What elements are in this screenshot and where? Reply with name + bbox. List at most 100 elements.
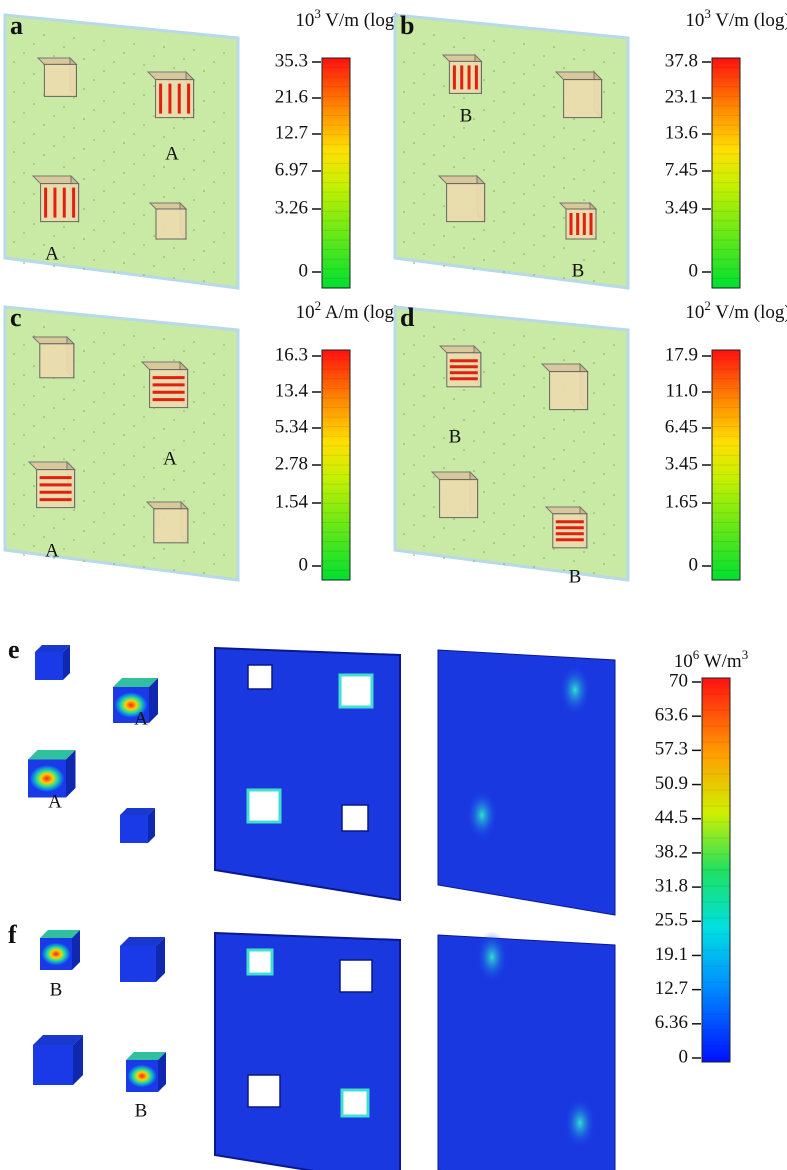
field-dot xyxy=(463,157,465,159)
field-dot xyxy=(103,220,105,222)
field-dot xyxy=(523,515,525,517)
field-dot xyxy=(33,103,35,105)
cube-face xyxy=(439,479,479,519)
field-dot xyxy=(93,341,95,343)
cube-label: A xyxy=(134,708,148,729)
field-dot xyxy=(403,31,405,33)
field-dot xyxy=(523,395,525,397)
field-dot xyxy=(163,166,165,168)
field-dot xyxy=(213,473,215,475)
field-dot xyxy=(143,536,145,538)
field-dot xyxy=(83,410,85,412)
field-dot xyxy=(403,473,405,475)
field-dot xyxy=(413,262,415,264)
field-dot xyxy=(533,214,535,216)
field-dot xyxy=(143,446,145,448)
field-dot xyxy=(573,410,575,412)
field-dot xyxy=(463,127,465,129)
field-dot xyxy=(473,410,475,412)
field-dot xyxy=(483,341,485,343)
field-dot xyxy=(423,133,425,135)
field-dot xyxy=(493,362,495,364)
field-dot xyxy=(503,121,505,123)
field-dot xyxy=(213,383,215,385)
field-dot xyxy=(503,473,505,475)
field-dot xyxy=(403,413,405,415)
field-dot xyxy=(203,70,205,72)
field-dot xyxy=(13,61,15,63)
field-dot xyxy=(523,455,525,457)
field-dot xyxy=(503,241,505,243)
field-dot xyxy=(33,515,35,517)
field-dot xyxy=(543,527,545,529)
colorbar-tick-label: 1.54 xyxy=(275,491,309,512)
field-dot xyxy=(503,353,505,355)
field-dot xyxy=(433,536,435,538)
field-dot xyxy=(463,449,465,451)
field-dot xyxy=(23,434,25,436)
field-dot xyxy=(93,259,95,261)
field-dot xyxy=(83,380,85,382)
field-dot xyxy=(53,145,55,147)
field-dot xyxy=(573,440,575,442)
field-dot xyxy=(213,563,215,565)
field-dot xyxy=(173,277,175,279)
field-dot xyxy=(223,82,225,84)
field-dot xyxy=(563,157,565,159)
field-dot xyxy=(43,244,45,246)
colorbar-tick-label: 50.9 xyxy=(655,773,688,794)
field-dot xyxy=(73,539,75,541)
field-dot xyxy=(113,473,115,475)
field-dot xyxy=(193,259,195,261)
field-dot xyxy=(83,560,85,562)
field-dot xyxy=(153,347,155,349)
field-dot xyxy=(503,563,505,565)
field-dot xyxy=(143,476,145,478)
field-dot xyxy=(473,118,475,120)
field-dot xyxy=(133,43,135,45)
unit-label: 102 V/m (log) xyxy=(685,298,787,323)
field-dot xyxy=(173,449,175,451)
cube-label: B xyxy=(460,105,473,126)
field-dot xyxy=(433,326,435,328)
field-dot xyxy=(83,268,85,270)
field-dot xyxy=(13,151,15,153)
field-dot xyxy=(33,133,35,135)
field-dot xyxy=(93,229,95,231)
field-dot xyxy=(543,175,545,177)
field-dot xyxy=(43,124,45,126)
panel-letter: b xyxy=(400,11,414,40)
loss-cube-side xyxy=(72,930,80,970)
field-dot xyxy=(603,383,605,385)
loss-plate xyxy=(437,649,616,916)
field-dot xyxy=(493,392,495,394)
loss-plate xyxy=(214,646,401,902)
loss-cube-top xyxy=(35,645,70,652)
field-dot xyxy=(513,464,515,466)
field-dot xyxy=(523,163,525,165)
field-dot xyxy=(13,353,15,355)
field-dot xyxy=(183,470,185,472)
field-dot xyxy=(413,82,415,84)
field-dot xyxy=(23,374,25,376)
field-dot xyxy=(13,91,15,93)
field-dot xyxy=(33,73,35,75)
field-dot xyxy=(133,485,135,487)
field-dot xyxy=(173,67,175,69)
field-dot xyxy=(603,91,605,93)
field-dot xyxy=(523,73,525,75)
field-dot xyxy=(423,193,425,195)
field-dot xyxy=(93,491,95,493)
colorbar-tick-label: 0 xyxy=(679,1046,689,1067)
field-dot xyxy=(113,241,115,243)
cube-face xyxy=(549,371,589,411)
field-dot xyxy=(203,220,205,222)
field-dot xyxy=(473,238,475,240)
field-dot xyxy=(583,551,585,553)
field-dot xyxy=(13,181,15,183)
field-dot xyxy=(63,458,65,460)
field-dot xyxy=(613,262,615,264)
field-dot xyxy=(553,548,555,550)
field-dot xyxy=(193,401,195,403)
unit-base: 10 xyxy=(295,10,314,31)
